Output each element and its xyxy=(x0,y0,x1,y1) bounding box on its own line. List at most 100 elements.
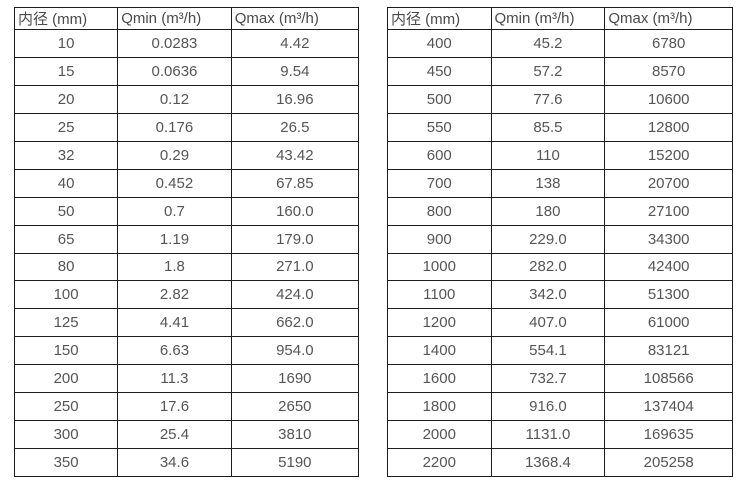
table-body: 400 45.2 6780 450 57.2 8570 500 77.6 10600 550 85.… xyxy=(387,29,733,477)
table-cell: 110 xyxy=(490,140,606,170)
table-cell: 1131.0 xyxy=(490,420,606,450)
table-cell: 1200 xyxy=(387,308,492,338)
table-row: 1100 342.0 51300 xyxy=(387,280,733,310)
table-cell: 600 xyxy=(387,140,492,170)
table-cell: 0.7 xyxy=(117,196,232,226)
table-row: 65 1.19 179.0 xyxy=(13,224,360,254)
table-cell: 20700 xyxy=(604,168,733,198)
table-cell: 10 xyxy=(13,29,119,58)
table-header-row: 内径 (mm) Qmin (m³/h) Qmax (m³/h) xyxy=(387,7,733,30)
table-header-row: 内径 (mm) Qmin (m³/h) Qmax (m³/h) xyxy=(13,7,360,30)
table-cell: 6.63 xyxy=(117,336,232,366)
table-cell: 50 xyxy=(13,196,119,226)
table-cell: 80 xyxy=(13,252,119,282)
table-cell: 150 xyxy=(13,336,119,366)
table-row: 600 110 15200 xyxy=(387,140,733,170)
table-cell: 2650 xyxy=(230,392,360,422)
table-row: 32 0.29 43.42 xyxy=(13,140,360,170)
table-cell: 424.0 xyxy=(230,280,360,310)
table-cell: 1600 xyxy=(387,364,492,394)
table-cell: 32 xyxy=(13,140,119,170)
table-cell: 34.6 xyxy=(117,448,232,477)
table-cell: 61000 xyxy=(604,308,733,338)
table-cell: 500 xyxy=(387,84,492,114)
table-cell: 271.0 xyxy=(230,252,360,282)
table-cell: 25 xyxy=(13,112,119,142)
table-cell: 179.0 xyxy=(230,224,360,254)
table-cell: 137404 xyxy=(604,392,733,422)
table-row: 800 180 27100 xyxy=(387,196,733,226)
table-row: 300 25.4 3810 xyxy=(13,420,360,450)
table-row: 20 0.12 16.96 xyxy=(13,84,360,114)
table-cell: 342.0 xyxy=(490,280,606,310)
table-cell: 42400 xyxy=(604,252,733,282)
table-cell: 100 xyxy=(13,280,119,310)
table-cell: 1800 xyxy=(387,392,492,422)
column-header: 内径 (mm) xyxy=(387,7,492,30)
table-cell: 250 xyxy=(13,392,119,422)
table-row: 50 0.7 160.0 xyxy=(13,196,360,226)
table-cell: 57.2 xyxy=(490,56,606,86)
table-cell: 4.42 xyxy=(230,29,360,58)
table-cell: 662.0 xyxy=(230,308,360,338)
table-row: 25 0.176 26.5 xyxy=(13,112,360,142)
table-cell: 550 xyxy=(387,112,492,142)
table-row: 900 229.0 34300 xyxy=(387,224,733,254)
table-cell: 4.41 xyxy=(117,308,232,338)
column-header: Qmax (m³/h) xyxy=(604,7,733,30)
table-cell: 10600 xyxy=(604,84,733,114)
table-cell: 17.6 xyxy=(117,392,232,422)
table-row: 1600 732.7 108566 xyxy=(387,364,733,394)
table-cell: 1690 xyxy=(230,364,360,394)
table-cell: 300 xyxy=(13,420,119,450)
table-row: 150 6.63 954.0 xyxy=(13,336,360,366)
table-row: 10 0.0283 4.42 xyxy=(13,29,360,58)
table-cell: 0.452 xyxy=(117,168,232,198)
table-row: 80 1.8 271.0 xyxy=(13,252,360,282)
table-cell: 0.176 xyxy=(117,112,232,142)
table-cell: 83121 xyxy=(604,336,733,366)
table-cell: 43.42 xyxy=(230,140,360,170)
table-cell: 554.1 xyxy=(490,336,606,366)
table-cell: 25.4 xyxy=(117,420,232,450)
table-cell: 1.19 xyxy=(117,224,232,254)
table-cell: 11.3 xyxy=(117,364,232,394)
table-cell: 200 xyxy=(13,364,119,394)
table-cell: 2000 xyxy=(387,420,492,450)
table-cell: 45.2 xyxy=(490,29,606,58)
table-row: 15 0.0636 9.54 xyxy=(13,56,360,86)
flow-spec-table-large-diameters: 内径 (mm) Qmin (m³/h) Qmax (m³/h) 400 45.2 678… xyxy=(387,7,733,477)
table-cell: 34300 xyxy=(604,224,733,254)
table-row: 200 11.3 1690 xyxy=(13,364,360,394)
table-cell: 77.6 xyxy=(490,84,606,114)
table-header-row: 内径 (mm) Qmin (m³/h) Qmax (m³/h) xyxy=(387,7,733,30)
table-row: 1800 916.0 137404 xyxy=(387,392,733,422)
table-cell: 407.0 xyxy=(490,308,606,338)
table-row: 1200 407.0 61000 xyxy=(387,308,733,338)
table-cell: 15200 xyxy=(604,140,733,170)
table-cell: 282.0 xyxy=(490,252,606,282)
table-row: 2200 1368.4 205258 xyxy=(387,448,733,477)
table-cell: 85.5 xyxy=(490,112,606,142)
table-row: 450 57.2 8570 xyxy=(387,56,733,86)
table-cell: 1000 xyxy=(387,252,492,282)
table-row: 550 85.5 12800 xyxy=(387,112,733,142)
flow-spec-table-small-diameters: 内径 (mm) Qmin (m³/h) Qmax (m³/h) 10 0.0283 4.… xyxy=(13,7,360,477)
table-cell: 229.0 xyxy=(490,224,606,254)
table-cell: 12800 xyxy=(604,112,733,142)
table-cell: 138 xyxy=(490,168,606,198)
table-cell: 1100 xyxy=(387,280,492,310)
table-cell: 2.82 xyxy=(117,280,232,310)
table-cell: 40 xyxy=(13,168,119,198)
table-cell: 15 xyxy=(13,56,119,86)
table-row: 40 0.452 67.85 xyxy=(13,168,360,198)
table-cell: 67.85 xyxy=(230,168,360,198)
table-cell: 0.12 xyxy=(117,84,232,114)
table-cell: 700 xyxy=(387,168,492,198)
table-cell: 16.96 xyxy=(230,84,360,114)
table-cell: 900 xyxy=(387,224,492,254)
table-cell: 732.7 xyxy=(490,364,606,394)
table-header-row: 内径 (mm) Qmin (m³/h) Qmax (m³/h) xyxy=(13,7,360,30)
table-row: 1400 554.1 83121 xyxy=(387,336,733,366)
table-row: 100 2.82 424.0 xyxy=(13,280,360,310)
